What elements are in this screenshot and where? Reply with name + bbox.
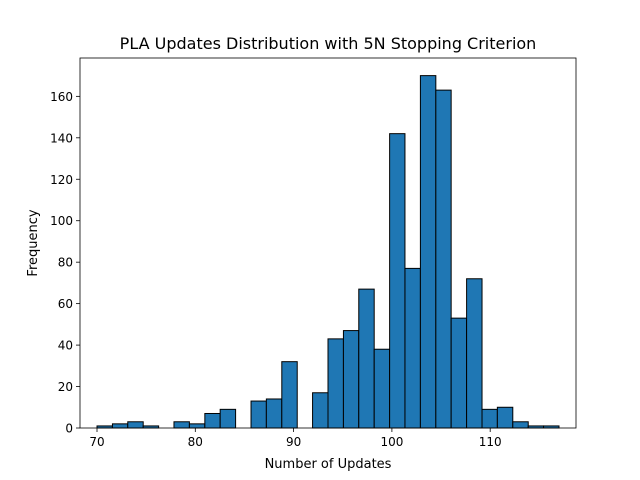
y-tick-label-2: 40 [58,339,73,353]
y-tick-label-0: 0 [65,422,73,436]
histogram-bar-15 [327,338,344,429]
y-tick-label-8: 160 [50,90,73,104]
histogram-bar-12 [281,361,298,429]
x-tick-label-0: 70 [89,435,104,449]
histogram-bar-26 [496,406,514,429]
histogram-bar-14 [312,392,329,429]
y-tick-label-1: 20 [58,380,73,394]
y-tick-label-5: 100 [50,214,73,228]
histogram-bar-1 [111,423,129,429]
histogram-bar-23 [450,317,468,429]
y-tick-label-7: 140 [50,131,73,145]
histogram-bar-22 [435,89,452,429]
x-tick-label-4: 110 [479,435,502,449]
histogram-bar-11 [265,398,283,429]
chart-title: PLA Updates Distribution with 5N Stoppin… [120,34,537,53]
histogram-bar-24 [466,278,483,429]
y-axis-ticks: 0 20 40 60 80 100 120 140 160 [50,90,80,436]
histogram-bar-18 [373,348,391,429]
histogram-bar-21 [419,75,437,429]
x-axis-ticks: 70 80 90 100 110 [89,428,502,449]
histogram-bar-8 [219,408,237,429]
y-tick-label-3: 60 [58,297,73,311]
x-tick-label-3: 100 [380,435,403,449]
x-tick-label-2: 90 [286,435,301,449]
histogram-bar-7 [204,412,221,429]
y-axis-label: Frequency [26,209,41,276]
x-axis-label: Number of Updates [265,457,392,472]
histogram-bar-20 [404,267,421,429]
y-tick-label-6: 120 [50,173,73,187]
bars-group [96,75,560,429]
histogram-bar-16 [342,330,360,429]
histogram-bar-25 [481,408,498,429]
histogram-bar-5 [173,421,190,429]
y-tick-label-4: 80 [58,256,73,270]
histogram-bar-19 [389,133,406,429]
histogram-bar-2 [127,421,144,429]
axes-frame [79,57,577,429]
histogram-bar-27 [512,421,529,429]
histogram-bar-6 [188,423,206,429]
histogram-bar-10 [250,400,267,429]
histogram-bar-17 [358,288,375,429]
x-tick-label-1: 80 [188,435,203,449]
